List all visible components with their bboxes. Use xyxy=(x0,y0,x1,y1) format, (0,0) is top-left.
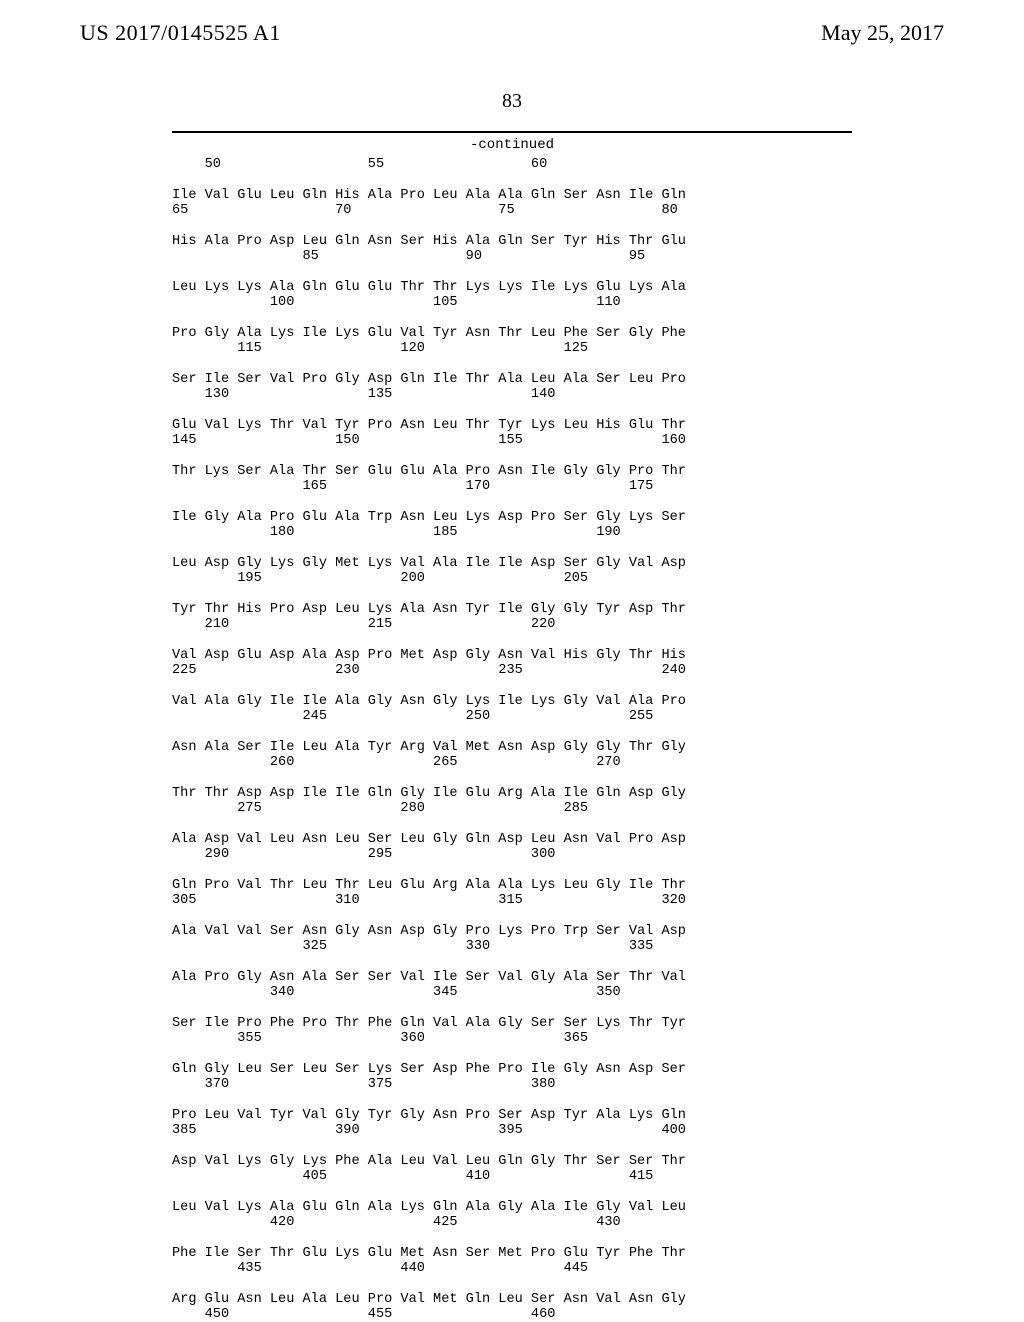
sequence-row: Ala Asp Val Leu Asn Leu Ser Leu Gly Gln … xyxy=(172,832,852,862)
sequence-row: Ile Val Glu Leu Gln His Ala Pro Leu Ala … xyxy=(172,188,852,218)
sequence-row: Asn Ala Ser Ile Leu Ala Tyr Arg Val Met … xyxy=(172,740,852,770)
sequence-listing: 50 55 60 Ile Val Glu Leu Gln His Ala Pro … xyxy=(172,157,852,1322)
sequence-row: Ser Ile Pro Phe Pro Thr Phe Gln Val Ala … xyxy=(172,1016,852,1046)
continued-rule-wrap: -continued xyxy=(0,131,1024,153)
sequence-row: His Ala Pro Asp Leu Gln Asn Ser His Ala … xyxy=(172,234,852,264)
horizontal-rule: -continued xyxy=(172,131,852,153)
sequence-row: Glu Val Lys Thr Val Tyr Pro Asn Leu Thr … xyxy=(172,418,852,448)
sequence-row: Arg Glu Asn Leu Ala Leu Pro Val Met Gln … xyxy=(172,1292,852,1322)
sequence-row: Ala Val Val Ser Asn Gly Asn Asp Gly Pro … xyxy=(172,924,852,954)
sequence-row: Thr Lys Ser Ala Thr Ser Glu Glu Ala Pro … xyxy=(172,464,852,494)
sequence-row: Phe Ile Ser Thr Glu Lys Glu Met Asn Ser … xyxy=(172,1246,852,1276)
sequence-row: 50 55 60 xyxy=(172,157,852,172)
sequence-row: Val Ala Gly Ile Ile Ala Gly Asn Gly Lys … xyxy=(172,694,852,724)
sequence-row: Leu Val Lys Ala Glu Gln Ala Lys Gln Ala … xyxy=(172,1200,852,1230)
sequence-row: Ser Ile Ser Val Pro Gly Asp Gln Ile Thr … xyxy=(172,372,852,402)
sequence-row: Pro Gly Ala Lys Ile Lys Glu Val Tyr Asn … xyxy=(172,326,852,356)
continued-label: -continued xyxy=(172,137,852,153)
sequence-row: Asp Val Lys Gly Lys Phe Ala Leu Val Leu … xyxy=(172,1154,852,1184)
header: US 2017/0145525 A1 May 25, 2017 xyxy=(0,0,1024,50)
patent-id: US 2017/0145525 A1 xyxy=(80,20,281,46)
sequence-row: Leu Asp Gly Lys Gly Met Lys Val Ala Ile … xyxy=(172,556,852,586)
sequence-row: Pro Leu Val Tyr Val Gly Tyr Gly Asn Pro … xyxy=(172,1108,852,1138)
sequence-row: Val Asp Glu Asp Ala Asp Pro Met Asp Gly … xyxy=(172,648,852,678)
publication-date: May 25, 2017 xyxy=(821,20,944,46)
sequence-row: Gln Gly Leu Ser Leu Ser Lys Ser Asp Phe … xyxy=(172,1062,852,1092)
sequence-row: Ile Gly Ala Pro Glu Ala Trp Asn Leu Lys … xyxy=(172,510,852,540)
sequence-row: Thr Thr Asp Asp Ile Ile Gln Gly Ile Glu … xyxy=(172,786,852,816)
sequence-row: Tyr Thr His Pro Asp Leu Lys Ala Asn Tyr … xyxy=(172,602,852,632)
page-number: 83 xyxy=(0,90,1024,113)
sequence-row: Leu Lys Lys Ala Gln Glu Glu Thr Thr Lys … xyxy=(172,280,852,310)
sequence-row: Ala Pro Gly Asn Ala Ser Ser Val Ile Ser … xyxy=(172,970,852,1000)
sequence-row: Gln Pro Val Thr Leu Thr Leu Glu Arg Ala … xyxy=(172,878,852,908)
